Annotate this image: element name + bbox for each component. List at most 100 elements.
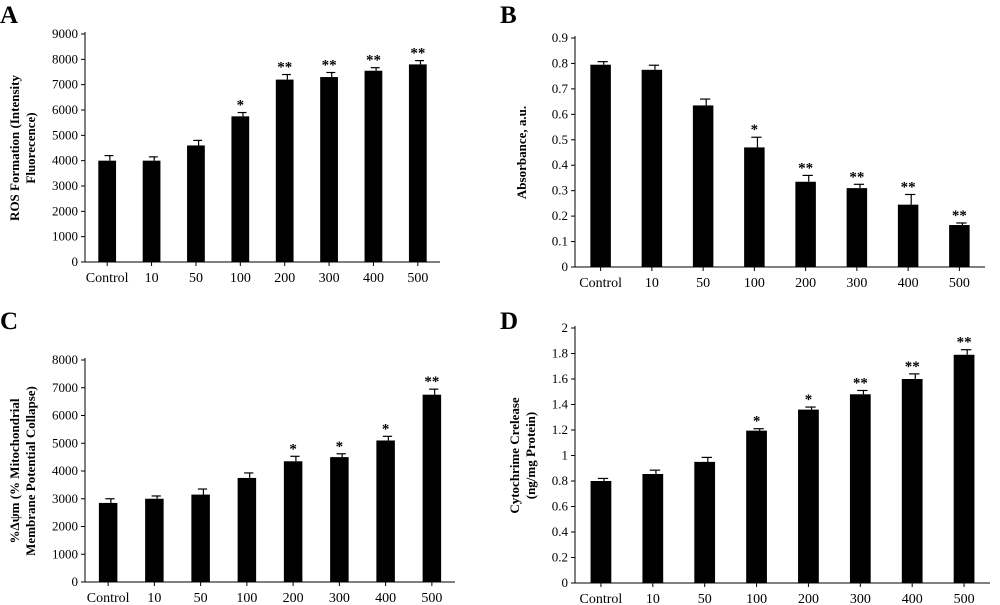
bar: [642, 473, 664, 583]
y-axis-label: Absorbance, a.u.: [514, 106, 529, 199]
x-tick-label: 400: [898, 276, 919, 291]
y-tick-label: 0.4: [552, 157, 569, 172]
y-axis-label-line: (ng/mg Protein): [523, 412, 538, 500]
bar: [275, 79, 294, 262]
y-tick-label: 0.6: [552, 499, 569, 514]
x-tick-label: 500: [407, 271, 428, 286]
x-tick-label: 50: [696, 276, 710, 291]
y-tick-label: 0: [72, 254, 79, 269]
significance-marker: *: [751, 122, 759, 138]
y-axis-label-line: Membrane Potential Collapse): [23, 386, 38, 556]
significance-marker: **: [410, 46, 425, 62]
significance-marker: **: [798, 160, 813, 176]
significance-marker: **: [905, 359, 920, 375]
bar: [897, 204, 919, 267]
bar: [330, 457, 349, 582]
y-tick-label: 0.6: [552, 106, 569, 121]
bar: [231, 116, 250, 262]
y-axis-label-line: ROS Formation (Intensity: [7, 75, 22, 221]
bar: [145, 498, 164, 582]
chart-panel-d: 0 0.2 0.4 0.6 0.8 1 1.2 1.4 1.6 1.8 2 Control 10 50 10…: [507, 320, 990, 605]
bar: [283, 461, 303, 582]
panel-d: D 0 0.2 0.4 0.6 0.8 1 1.2 1.4 1.6 1.8 2 Control 10 50…: [500, 302, 1000, 605]
y-tick-label: 5000: [52, 435, 78, 450]
y-tick-label: 0.5: [552, 132, 568, 147]
y-tick-label: 0.7: [552, 81, 569, 96]
y-tick-label: 4000: [52, 153, 78, 168]
panel-letter-d: D: [500, 308, 519, 335]
panel-c: C 0 1000 2000 3000 4000 5000 6000 7000 8000 Contr…: [0, 302, 500, 605]
bar: [692, 105, 714, 267]
bar: [694, 461, 716, 583]
y-tick-label: 0.4: [552, 524, 569, 539]
x-tick-label: 100: [230, 271, 251, 286]
x-tick-label: 100: [746, 592, 767, 605]
y-tick-label: 0.9: [552, 30, 568, 45]
significance-marker: **: [322, 58, 337, 74]
bar: [237, 477, 257, 582]
y-tick-label: 4000: [52, 463, 78, 478]
y-tick-label: 9000: [52, 26, 78, 41]
bar: [795, 181, 816, 267]
x-tick-label: 500: [421, 591, 442, 605]
bar: [949, 225, 970, 267]
x-tick-label: 50: [698, 592, 712, 605]
panel-letter-a: A: [0, 2, 19, 29]
y-tick-label: 2000: [52, 203, 78, 218]
y-tick-label: 7000: [52, 77, 78, 92]
y-tick-label: 0: [72, 574, 79, 589]
significance-marker: *: [382, 421, 390, 437]
x-tick-label: 100: [236, 591, 257, 605]
significance-marker: **: [277, 60, 292, 76]
bar: [187, 145, 205, 262]
chart-panel-a: 0 1000 2000 3000 4000 5000 6000 7000 8000 9000 Con…: [7, 26, 440, 286]
x-tick-label: 50: [194, 591, 208, 605]
y-tick-label: 2: [562, 320, 569, 335]
significance-marker: **: [424, 374, 439, 390]
y-tick-label: 6000: [52, 408, 78, 423]
y-tick-label: 1000: [52, 229, 78, 244]
x-tick-label: Control: [86, 271, 129, 286]
significance-marker: **: [853, 375, 868, 391]
x-tick-label: 300: [329, 591, 350, 605]
x-tick-label: 100: [744, 276, 765, 291]
significance-marker: **: [366, 53, 381, 69]
y-tick-label: 0.8: [552, 473, 568, 488]
panel-letter-b: B: [500, 2, 517, 29]
bar: [590, 64, 611, 267]
y-axis-label-line: %Δψm (% Mitochondrial: [7, 398, 22, 543]
y-tick-label: 1.8: [552, 346, 568, 361]
y-axis-label: ROS Formation (IntensityFluorecence): [7, 75, 38, 221]
y-tick-label: 2000: [52, 519, 78, 534]
bar: [746, 430, 767, 583]
x-tick-label: 300: [319, 271, 340, 286]
x-tick-label: 400: [902, 592, 923, 605]
x-tick-label: Control: [87, 591, 130, 605]
panel-b: B 0 0.1 0.2 0.3 0.4 0.5 0.6 0.7 0.8 0.9 Control 10 5…: [500, 0, 1000, 302]
y-tick-label: 1.2: [552, 422, 568, 437]
y-axis-label-line: Cytochrime Crelease: [507, 397, 522, 514]
bar: [590, 481, 612, 583]
y-tick-label: 1000: [52, 546, 78, 561]
y-tick-label: 8000: [52, 352, 78, 367]
bar: [849, 394, 871, 583]
x-tick-label: 200: [798, 592, 819, 605]
chart-panel-c: 0 1000 2000 3000 4000 5000 6000 7000 8000 Control…: [7, 352, 455, 605]
x-tick-label: 500: [949, 276, 970, 291]
bar: [846, 188, 868, 267]
y-tick-label: 0.1: [552, 234, 568, 249]
bar: [408, 64, 427, 263]
x-tick-label: 200: [274, 271, 295, 286]
y-tick-label: 7000: [52, 380, 78, 395]
x-tick-label: 300: [846, 276, 867, 291]
y-tick-label: 0.8: [552, 55, 568, 70]
significance-marker: **: [952, 208, 967, 224]
y-axis-label-line: Absorbance, a.u.: [514, 106, 529, 199]
y-axis-label: Cytochrime Crelease(ng/mg Protein): [507, 397, 538, 514]
bar: [744, 147, 765, 267]
y-tick-label: 0.3: [552, 183, 568, 198]
bar: [142, 160, 161, 262]
bar: [376, 440, 395, 582]
bar: [798, 409, 819, 583]
significance-marker: *: [237, 98, 245, 114]
